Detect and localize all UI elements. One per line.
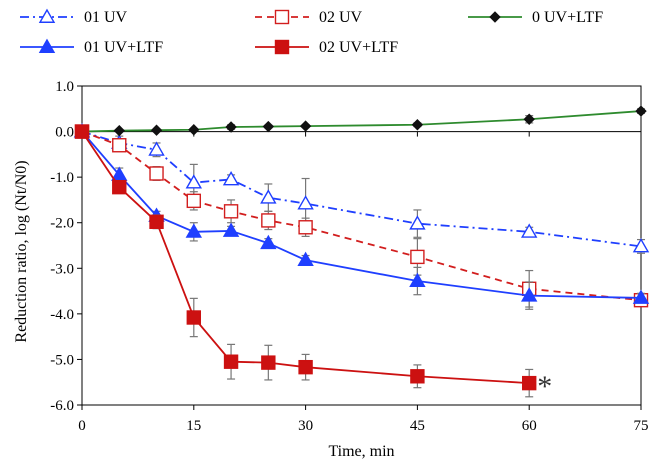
data-point <box>262 120 275 133</box>
x-tick-label: 0 <box>78 418 86 434</box>
data-point <box>411 119 424 131</box>
data-point <box>185 223 203 238</box>
data-point <box>188 124 200 136</box>
data-point <box>297 195 314 210</box>
y-tick-label: -1.0 <box>50 170 74 186</box>
data-point <box>74 124 90 139</box>
legend-label: 01 UV <box>84 9 128 26</box>
data-point <box>261 213 276 228</box>
data-point <box>410 249 425 265</box>
data-point <box>222 222 240 237</box>
data-point <box>635 105 647 117</box>
y-axis-title: Reduction ratio, log (Nt/N0) <box>13 160 30 342</box>
legend-marker <box>274 39 290 55</box>
data-point <box>223 204 239 219</box>
data-point <box>299 120 312 132</box>
series-01-uv-ltf <box>73 123 650 310</box>
data-point <box>186 310 202 325</box>
data-point <box>260 234 277 250</box>
series-line <box>81 110 642 133</box>
data-point <box>149 214 164 230</box>
legend-label: 0 UV+LTF <box>532 9 603 26</box>
y-tick-label: 1.0 <box>55 79 74 95</box>
legend-item-0-uv-ltf: 0 UV+LTF <box>468 9 603 26</box>
data-point <box>632 289 650 304</box>
data-point <box>225 121 237 133</box>
series-layer <box>73 105 650 398</box>
y-tick-label: -6.0 <box>50 398 74 414</box>
x-tick-label: 30 <box>298 418 313 434</box>
legend-item-01-uv-ltf: 01 UV+LTF <box>20 38 163 56</box>
series-line <box>81 130 642 248</box>
data-point <box>520 223 538 238</box>
x-tick-label: 15 <box>186 418 201 434</box>
data-point <box>409 272 426 287</box>
legend-marker <box>38 8 56 23</box>
legend-item-02-uv: 02 UV <box>255 9 363 26</box>
data-point <box>261 355 276 370</box>
y-tick-label: -5.0 <box>50 352 74 368</box>
series-line <box>81 130 642 302</box>
series-line <box>81 130 642 299</box>
data-point <box>222 171 240 186</box>
data-point <box>522 375 537 391</box>
data-point <box>410 369 425 384</box>
data-point <box>632 238 650 253</box>
y-tick-label: -4.0 <box>50 307 74 323</box>
data-point <box>298 220 313 235</box>
x-tick-label: 60 <box>522 418 537 434</box>
legend-label: 02 UV+LTF <box>319 39 398 56</box>
axes: 0 15 30 45 60 75 1.0 0.0 -1.0 -2.0 -3.0 -4.0 -5.0 -6.… <box>50 79 648 434</box>
data-point <box>520 287 538 302</box>
legend-label: 02 UV <box>319 9 363 26</box>
significance-asterisk: * <box>537 370 552 403</box>
data-point <box>186 193 202 209</box>
data-point <box>260 189 277 204</box>
data-point <box>148 141 165 156</box>
legend-marker <box>489 11 501 23</box>
data-point <box>409 215 426 230</box>
y-tick-label: -3.0 <box>50 261 74 277</box>
legend-item-01-uv: 01 UV <box>20 8 128 26</box>
series-01-uv <box>73 123 650 254</box>
data-point <box>185 174 203 189</box>
legend-item-02-uv-ltf: 02 UV+LTF <box>255 39 398 56</box>
x-tick-label: 45 <box>410 418 425 434</box>
legend: 01 UV 02 UV 0 UV+LTF 01 UV+LTF 02 UV+LTF <box>20 8 603 56</box>
data-point <box>113 124 125 137</box>
legend-marker <box>38 38 56 53</box>
data-point <box>523 113 535 125</box>
data-point <box>112 138 127 153</box>
x-axis-title: Time, min <box>328 443 394 460</box>
data-point <box>297 251 314 267</box>
data-point <box>149 166 164 181</box>
legend-label: 01 UV+LTF <box>84 39 163 56</box>
data-point <box>298 359 313 375</box>
x-tick-label: 75 <box>634 418 649 434</box>
y-tick-label: -2.0 <box>50 216 74 232</box>
data-point <box>223 354 239 369</box>
y-tick-label: 0.0 <box>55 125 74 141</box>
data-point <box>112 179 127 195</box>
legend-marker <box>274 9 290 25</box>
data-point <box>150 124 163 136</box>
series-02-uv-ltf <box>74 124 537 398</box>
